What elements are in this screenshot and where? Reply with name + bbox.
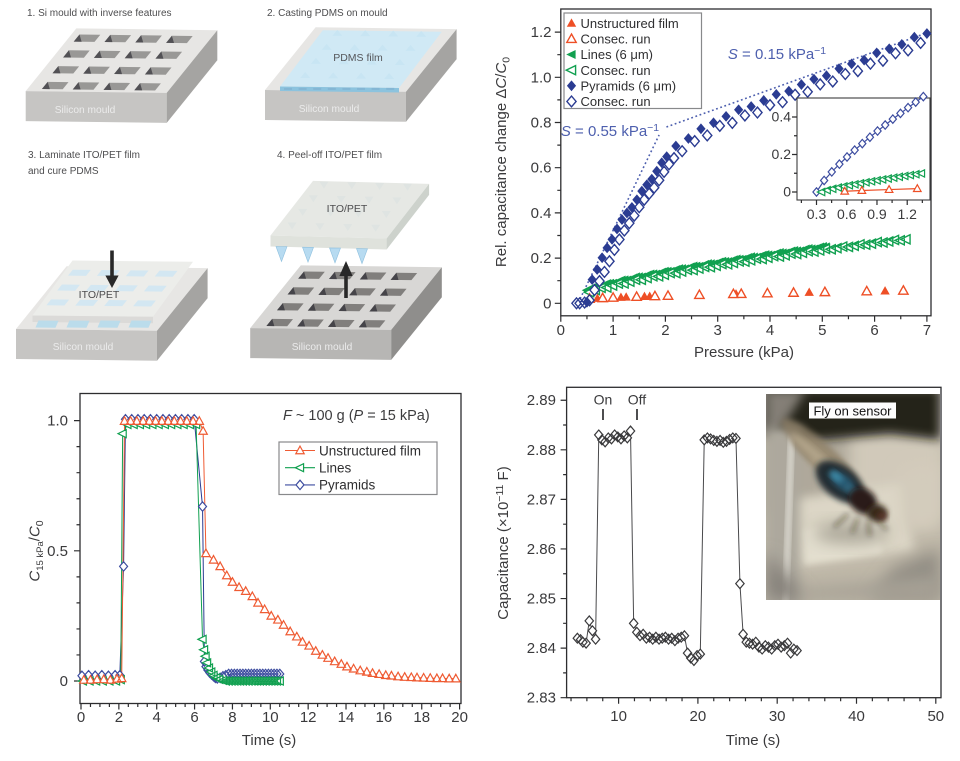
svg-text:Pyramids (6 μm): Pyramids (6 μm) [581, 79, 677, 94]
svg-text:Pyramids: Pyramids [319, 478, 376, 493]
svg-text:2.83: 2.83 [527, 690, 556, 707]
svg-text:1. Si mould with inverse featu: 1. Si mould with inverse features [27, 8, 172, 19]
svg-text:3: 3 [714, 322, 722, 339]
svg-text:4: 4 [153, 709, 161, 726]
svg-text:0.5: 0.5 [47, 543, 68, 560]
svg-text:7: 7 [923, 322, 931, 339]
svg-text:0.6: 0.6 [837, 206, 857, 222]
svg-text:C15 kPa/C0: C15 kPa/C0 [27, 520, 47, 581]
svg-text:6: 6 [870, 322, 878, 339]
svg-text:Consec. run: Consec. run [581, 94, 651, 109]
svg-text:0: 0 [77, 709, 85, 726]
svg-text:Time (s): Time (s) [726, 732, 780, 749]
svg-text:1.0: 1.0 [47, 413, 68, 430]
svg-text:Rel. capacitance change ΔC/C0: Rel. capacitance change ΔC/C0 [493, 57, 513, 267]
svg-text:2.87: 2.87 [527, 491, 556, 508]
svg-text:40: 40 [848, 708, 865, 725]
svg-text:Unstructured film: Unstructured film [319, 443, 421, 458]
svg-text:0.4: 0.4 [531, 205, 552, 222]
svg-text:2.89: 2.89 [527, 392, 556, 409]
svg-text:1.2: 1.2 [897, 206, 917, 222]
svg-text:0: 0 [783, 184, 791, 200]
svg-text:10: 10 [610, 708, 627, 725]
svg-text:Lines (6 μm): Lines (6 μm) [581, 47, 654, 62]
svg-text:20: 20 [690, 708, 707, 725]
svg-text:12: 12 [300, 709, 317, 726]
svg-text:0: 0 [557, 322, 565, 339]
svg-text:ITO/PET: ITO/PET [327, 203, 368, 215]
svg-text:Fly on sensor: Fly on sensor [813, 404, 892, 419]
svg-text:Time (s): Time (s) [242, 732, 296, 749]
svg-text:On: On [594, 392, 613, 408]
svg-text:0.6: 0.6 [531, 160, 552, 177]
svg-text:0.8: 0.8 [531, 115, 552, 132]
svg-text:Silicon mould: Silicon mould [299, 104, 360, 115]
svg-text:Lines: Lines [319, 461, 352, 476]
svg-text:Silicon mould: Silicon mould [292, 342, 353, 353]
svg-text:F ~ 100 g (P = 15 kPa): F ~ 100 g (P = 15 kPa) [283, 408, 430, 424]
svg-text:2: 2 [661, 322, 669, 339]
svg-text:18: 18 [413, 709, 430, 726]
svg-text:2.86: 2.86 [527, 541, 556, 558]
svg-text:0.2: 0.2 [772, 146, 792, 162]
svg-text:10: 10 [262, 709, 279, 726]
svg-text:0.2: 0.2 [531, 250, 552, 267]
svg-text:2. Casting PDMS on mould: 2. Casting PDMS on mould [267, 8, 388, 19]
svg-text:1.2: 1.2 [531, 24, 552, 41]
svg-text:50: 50 [927, 708, 944, 725]
svg-text:0.4: 0.4 [772, 109, 792, 125]
svg-text:2.88: 2.88 [527, 442, 556, 459]
svg-text:2.84: 2.84 [527, 640, 556, 657]
svg-text:Silicon mould: Silicon mould [55, 105, 116, 116]
svg-text:16: 16 [376, 709, 393, 726]
svg-text:4: 4 [766, 322, 774, 339]
svg-text:20: 20 [451, 709, 468, 726]
svg-text:Consec. run: Consec. run [581, 32, 651, 47]
svg-text:30: 30 [769, 708, 786, 725]
svg-text:Pressure (kPa): Pressure (kPa) [694, 344, 794, 361]
svg-text:5: 5 [818, 322, 826, 339]
svg-text:4. Peel-off ITO/PET film: 4. Peel-off ITO/PET film [277, 150, 382, 161]
svg-text:3. Laminate ITO/PET film: 3. Laminate ITO/PET film [28, 150, 140, 161]
svg-text:Unstructured film: Unstructured film [581, 16, 679, 31]
svg-text:2.85: 2.85 [527, 591, 556, 608]
svg-text:ITO/PET: ITO/PET [79, 289, 120, 301]
svg-text:and cure PDMS: and cure PDMS [28, 166, 99, 177]
svg-text:6: 6 [190, 709, 198, 726]
svg-text:0: 0 [543, 295, 551, 312]
svg-text:PDMS film: PDMS film [333, 52, 383, 64]
svg-text:2: 2 [115, 709, 123, 726]
svg-text:S = 0.55 kPa−1: S = 0.55 kPa−1 [561, 122, 659, 140]
svg-text:0.3: 0.3 [807, 206, 827, 222]
svg-text:1.0: 1.0 [531, 69, 552, 86]
svg-text:Capacitance (×10−11 F): Capacitance (×10−11 F) [494, 466, 512, 619]
svg-text:Off: Off [628, 392, 647, 408]
svg-text:8: 8 [228, 709, 236, 726]
svg-text:Silicon mould: Silicon mould [53, 342, 114, 353]
svg-text:1: 1 [609, 322, 617, 339]
svg-text:0: 0 [60, 673, 68, 690]
svg-text:14: 14 [338, 709, 355, 726]
svg-text:0.9: 0.9 [867, 206, 887, 222]
svg-text:S = 0.15 kPa−1: S = 0.15 kPa−1 [728, 45, 826, 63]
svg-text:Consec. run: Consec. run [581, 63, 651, 78]
